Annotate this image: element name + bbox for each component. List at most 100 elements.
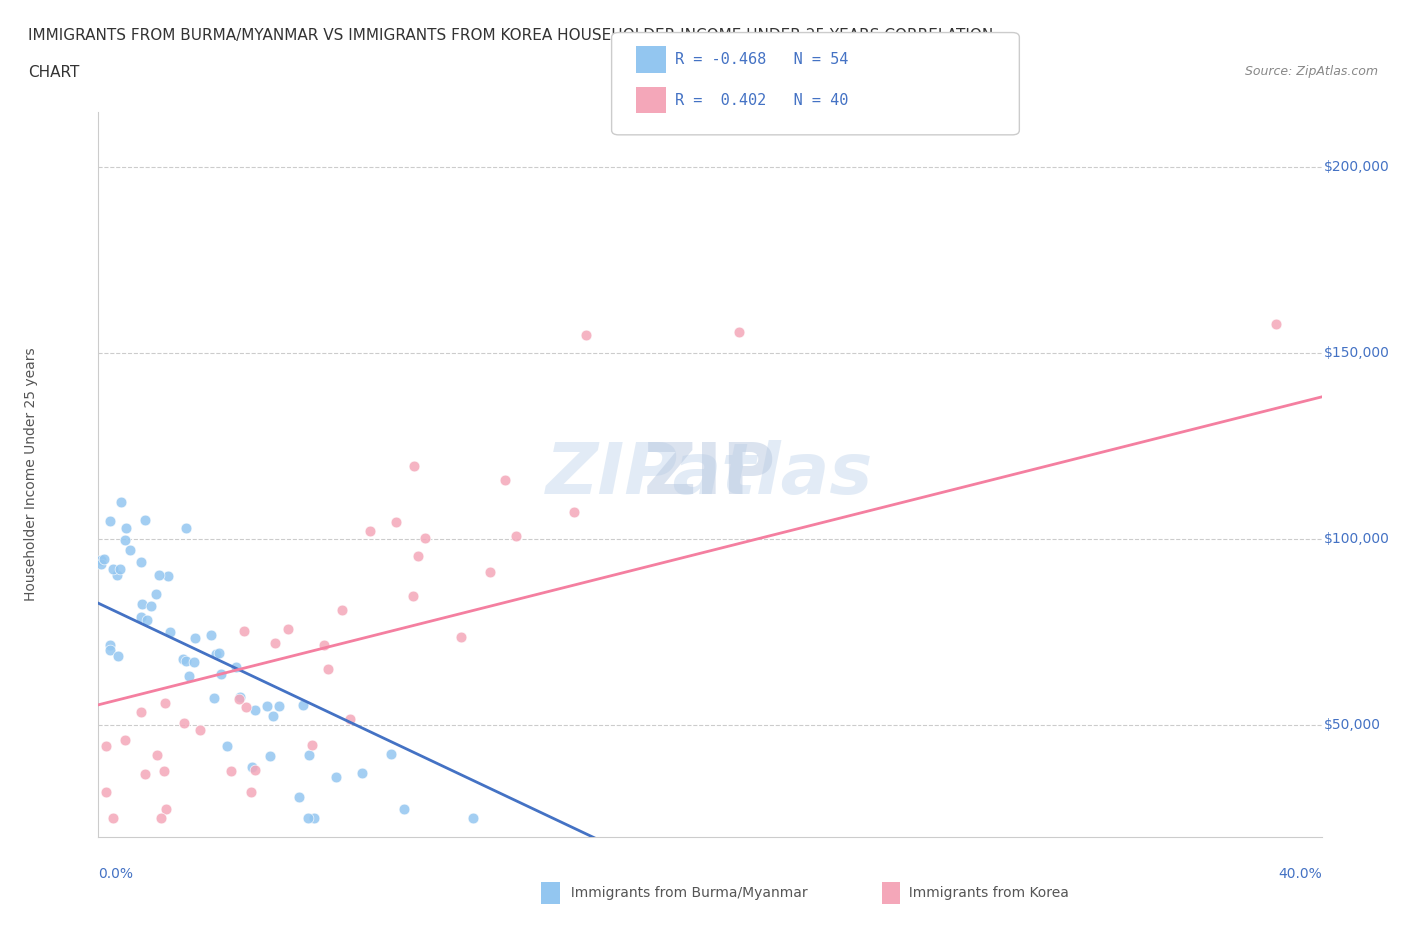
Point: [146, 748, 169, 763]
Text: 0.0%: 0.0%: [98, 867, 134, 881]
Point: [105, 567, 128, 582]
Point: [100, 643, 122, 658]
Point: [114, 533, 136, 548]
Point: [292, 698, 315, 712]
Point: [98, 513, 121, 528]
Point: [134, 512, 156, 527]
Point: [359, 524, 381, 538]
Point: [153, 764, 176, 779]
Point: [727, 325, 749, 339]
Point: [479, 565, 502, 579]
Point: [148, 567, 170, 582]
Point: [259, 749, 281, 764]
Point: [404, 458, 426, 473]
Text: Immigrants from Korea: Immigrants from Korea: [900, 885, 1069, 900]
Text: $150,000: $150,000: [1324, 346, 1391, 361]
Point: [131, 597, 153, 612]
Point: [188, 723, 211, 737]
Point: [205, 646, 228, 661]
Point: [131, 554, 153, 569]
Point: [219, 764, 242, 779]
Point: [228, 692, 250, 707]
Point: [183, 655, 205, 670]
Text: IMMIGRANTS FROM BURMA/MYANMAR VS IMMIGRANTS FROM KOREA HOUSEHOLDER INCOME UNDER : IMMIGRANTS FROM BURMA/MYANMAR VS IMMIGRA…: [28, 28, 994, 43]
Text: ZIP: ZIP: [644, 440, 776, 509]
Text: 40.0%: 40.0%: [1278, 867, 1322, 881]
Point: [240, 760, 263, 775]
Point: [385, 514, 408, 529]
Point: [96, 738, 118, 753]
Point: [297, 811, 319, 826]
Point: [141, 599, 163, 614]
Point: [155, 801, 177, 816]
Point: [264, 636, 287, 651]
Point: [159, 624, 181, 639]
Point: [312, 637, 335, 652]
Point: [174, 654, 197, 669]
Point: [90, 553, 112, 568]
Point: [229, 689, 252, 704]
Point: [316, 661, 339, 676]
Point: [103, 811, 125, 826]
Point: [262, 709, 284, 724]
Text: Householder Income Under 25 years: Householder Income Under 25 years: [24, 348, 38, 601]
Point: [232, 624, 254, 639]
Point: [157, 568, 180, 583]
Point: [302, 811, 325, 826]
Point: [267, 698, 290, 713]
Point: [402, 589, 425, 604]
Point: [463, 811, 485, 826]
Text: R =  0.402   N = 40: R = 0.402 N = 40: [675, 93, 848, 108]
Text: Immigrants from Burma/Myanmar: Immigrants from Burma/Myanmar: [562, 885, 808, 900]
Point: [243, 703, 266, 718]
Point: [350, 765, 373, 780]
Point: [135, 613, 157, 628]
Point: [98, 638, 121, 653]
Point: [330, 603, 353, 618]
Point: [90, 557, 112, 572]
Point: [562, 504, 585, 519]
Text: $50,000: $50,000: [1324, 718, 1381, 733]
Point: [110, 495, 132, 510]
Point: [129, 609, 152, 624]
Point: [176, 521, 198, 536]
Text: $100,000: $100,000: [1324, 532, 1391, 547]
Point: [380, 747, 402, 762]
Point: [339, 711, 361, 726]
Point: [209, 667, 232, 682]
Text: $200,000: $200,000: [1324, 160, 1391, 175]
Point: [235, 699, 257, 714]
Text: ZIPatlas: ZIPatlas: [547, 440, 873, 509]
Text: Source: ZipAtlas.com: Source: ZipAtlas.com: [1244, 65, 1378, 78]
Point: [243, 763, 266, 777]
Point: [202, 690, 225, 705]
Point: [208, 646, 231, 661]
Point: [150, 811, 173, 826]
Point: [134, 766, 156, 781]
Text: R = -0.468   N = 54: R = -0.468 N = 54: [675, 52, 848, 67]
Point: [145, 586, 167, 601]
Point: [114, 733, 136, 748]
Point: [301, 737, 323, 752]
Point: [325, 769, 347, 784]
Point: [450, 630, 472, 644]
Point: [173, 715, 195, 730]
Point: [298, 748, 321, 763]
Point: [107, 648, 129, 663]
Point: [505, 528, 527, 543]
Point: [392, 802, 415, 817]
Point: [406, 549, 429, 564]
Point: [215, 739, 238, 754]
Point: [256, 699, 278, 714]
Point: [575, 327, 598, 342]
Point: [114, 521, 136, 536]
Point: [277, 621, 299, 636]
Point: [96, 785, 118, 800]
Point: [240, 785, 263, 800]
Point: [103, 561, 125, 576]
Point: [129, 705, 152, 720]
Point: [494, 472, 516, 487]
Point: [1264, 316, 1286, 331]
Point: [177, 669, 200, 684]
Point: [118, 543, 141, 558]
